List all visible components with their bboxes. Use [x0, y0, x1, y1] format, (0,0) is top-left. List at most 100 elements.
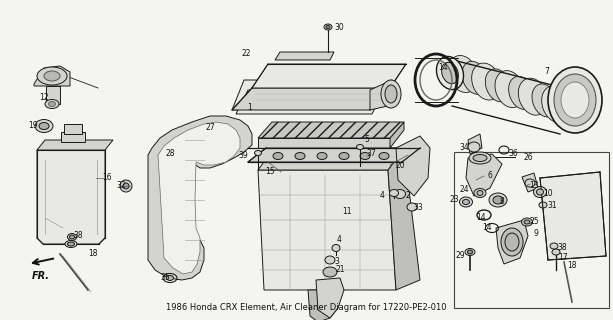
Ellipse shape — [473, 155, 487, 162]
Text: 23: 23 — [450, 196, 460, 204]
Text: 28: 28 — [166, 149, 175, 158]
Ellipse shape — [524, 220, 530, 224]
Text: 22: 22 — [241, 50, 251, 59]
Polygon shape — [37, 140, 113, 150]
Polygon shape — [496, 220, 528, 264]
Polygon shape — [522, 173, 538, 192]
Text: 32: 32 — [116, 181, 126, 190]
Ellipse shape — [555, 92, 581, 124]
Ellipse shape — [48, 101, 56, 107]
Ellipse shape — [44, 71, 60, 81]
Text: 15: 15 — [265, 167, 275, 177]
Ellipse shape — [462, 199, 470, 204]
Text: 19: 19 — [28, 122, 37, 131]
Text: 18: 18 — [88, 250, 97, 259]
Text: 25: 25 — [529, 218, 539, 227]
Text: 33: 33 — [413, 203, 423, 212]
Text: 36: 36 — [508, 149, 518, 158]
Text: 1986 Honda CRX Element, Air Cleaner Diagram for 17220-PE2-010: 1986 Honda CRX Element, Air Cleaner Diag… — [166, 303, 447, 312]
Text: 14: 14 — [482, 223, 492, 233]
Polygon shape — [252, 64, 406, 88]
Ellipse shape — [552, 249, 560, 255]
Ellipse shape — [505, 233, 519, 251]
Text: 13: 13 — [529, 181, 539, 190]
Text: 18: 18 — [567, 261, 576, 270]
Polygon shape — [388, 148, 420, 290]
Ellipse shape — [37, 67, 67, 85]
Ellipse shape — [436, 56, 463, 90]
Polygon shape — [258, 148, 404, 170]
Ellipse shape — [123, 183, 129, 189]
Ellipse shape — [326, 26, 330, 28]
Ellipse shape — [462, 61, 487, 94]
Ellipse shape — [525, 179, 535, 187]
Ellipse shape — [441, 62, 459, 84]
Text: 31: 31 — [547, 201, 557, 210]
Ellipse shape — [254, 150, 262, 156]
Polygon shape — [275, 52, 334, 60]
Ellipse shape — [542, 86, 571, 123]
Bar — [454, 152, 609, 308]
Ellipse shape — [471, 63, 501, 100]
Ellipse shape — [477, 190, 483, 196]
Text: 16: 16 — [102, 173, 112, 182]
Text: 38: 38 — [557, 244, 566, 252]
Polygon shape — [34, 66, 70, 86]
Polygon shape — [258, 122, 404, 138]
Polygon shape — [370, 80, 392, 110]
Text: 6: 6 — [488, 172, 493, 180]
Text: 29: 29 — [456, 252, 466, 260]
Polygon shape — [148, 116, 252, 280]
Ellipse shape — [120, 180, 132, 192]
Text: 8: 8 — [500, 197, 504, 206]
Text: 4: 4 — [337, 235, 342, 244]
Polygon shape — [248, 148, 420, 162]
Ellipse shape — [522, 218, 533, 226]
Bar — [46, 86, 60, 104]
Polygon shape — [396, 136, 430, 196]
Ellipse shape — [323, 267, 337, 277]
Text: 2: 2 — [406, 191, 411, 201]
Ellipse shape — [317, 153, 327, 159]
Polygon shape — [390, 122, 404, 148]
Ellipse shape — [489, 193, 507, 207]
Text: 5: 5 — [364, 135, 369, 145]
Ellipse shape — [381, 80, 401, 108]
Ellipse shape — [485, 69, 511, 102]
Ellipse shape — [357, 145, 364, 149]
Ellipse shape — [465, 249, 475, 255]
Text: 4: 4 — [380, 191, 385, 201]
Ellipse shape — [273, 153, 283, 159]
Ellipse shape — [325, 256, 335, 264]
Ellipse shape — [519, 78, 547, 115]
Ellipse shape — [532, 84, 557, 117]
Bar — [64, 124, 82, 134]
Ellipse shape — [35, 119, 53, 132]
Text: 35: 35 — [160, 274, 170, 283]
Polygon shape — [258, 170, 396, 290]
Ellipse shape — [469, 152, 491, 164]
Ellipse shape — [39, 123, 49, 130]
Text: 11: 11 — [342, 207, 351, 217]
Text: 12: 12 — [39, 92, 48, 101]
Ellipse shape — [460, 197, 473, 207]
Ellipse shape — [65, 241, 77, 247]
Ellipse shape — [407, 203, 417, 211]
Ellipse shape — [385, 85, 397, 103]
Ellipse shape — [395, 189, 406, 198]
Text: 27: 27 — [206, 123, 216, 132]
Ellipse shape — [167, 276, 173, 281]
Ellipse shape — [509, 76, 534, 109]
Ellipse shape — [493, 196, 503, 204]
Ellipse shape — [389, 189, 398, 196]
Polygon shape — [258, 138, 390, 148]
Polygon shape — [37, 150, 105, 244]
Ellipse shape — [360, 153, 370, 159]
Ellipse shape — [448, 55, 478, 92]
Text: 1: 1 — [247, 103, 252, 113]
Polygon shape — [232, 88, 390, 110]
Ellipse shape — [69, 235, 75, 239]
Text: 34: 34 — [459, 143, 469, 153]
Polygon shape — [232, 80, 382, 110]
Ellipse shape — [67, 234, 77, 241]
